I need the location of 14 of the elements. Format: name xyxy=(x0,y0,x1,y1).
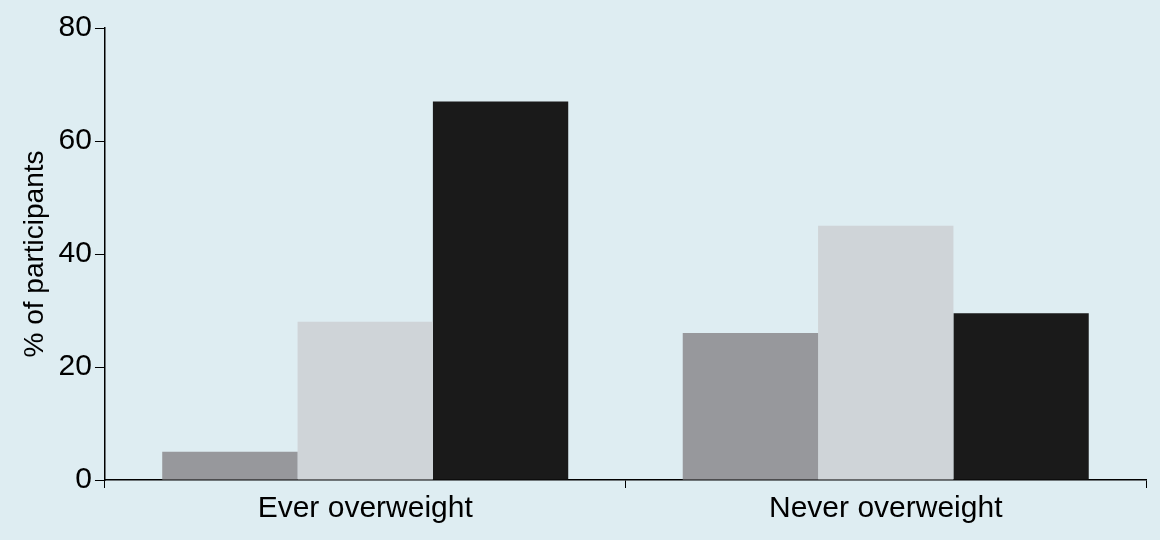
bar xyxy=(432,101,569,480)
y-axis-title: % of participants xyxy=(17,150,49,358)
bar xyxy=(953,313,1089,480)
x-tick-label: Never overweight xyxy=(769,490,1004,524)
y-tick-label: 20 xyxy=(58,348,92,382)
y-tick-label: 80 xyxy=(58,9,92,43)
bar xyxy=(818,225,954,480)
y-tick-label: 60 xyxy=(58,122,92,156)
bar xyxy=(162,451,298,480)
y-tick-label: 0 xyxy=(75,461,92,495)
bar xyxy=(682,333,819,480)
bar xyxy=(297,321,433,480)
y-tick-label: 40 xyxy=(58,235,92,269)
x-tick-label: Ever overweight xyxy=(257,490,474,524)
